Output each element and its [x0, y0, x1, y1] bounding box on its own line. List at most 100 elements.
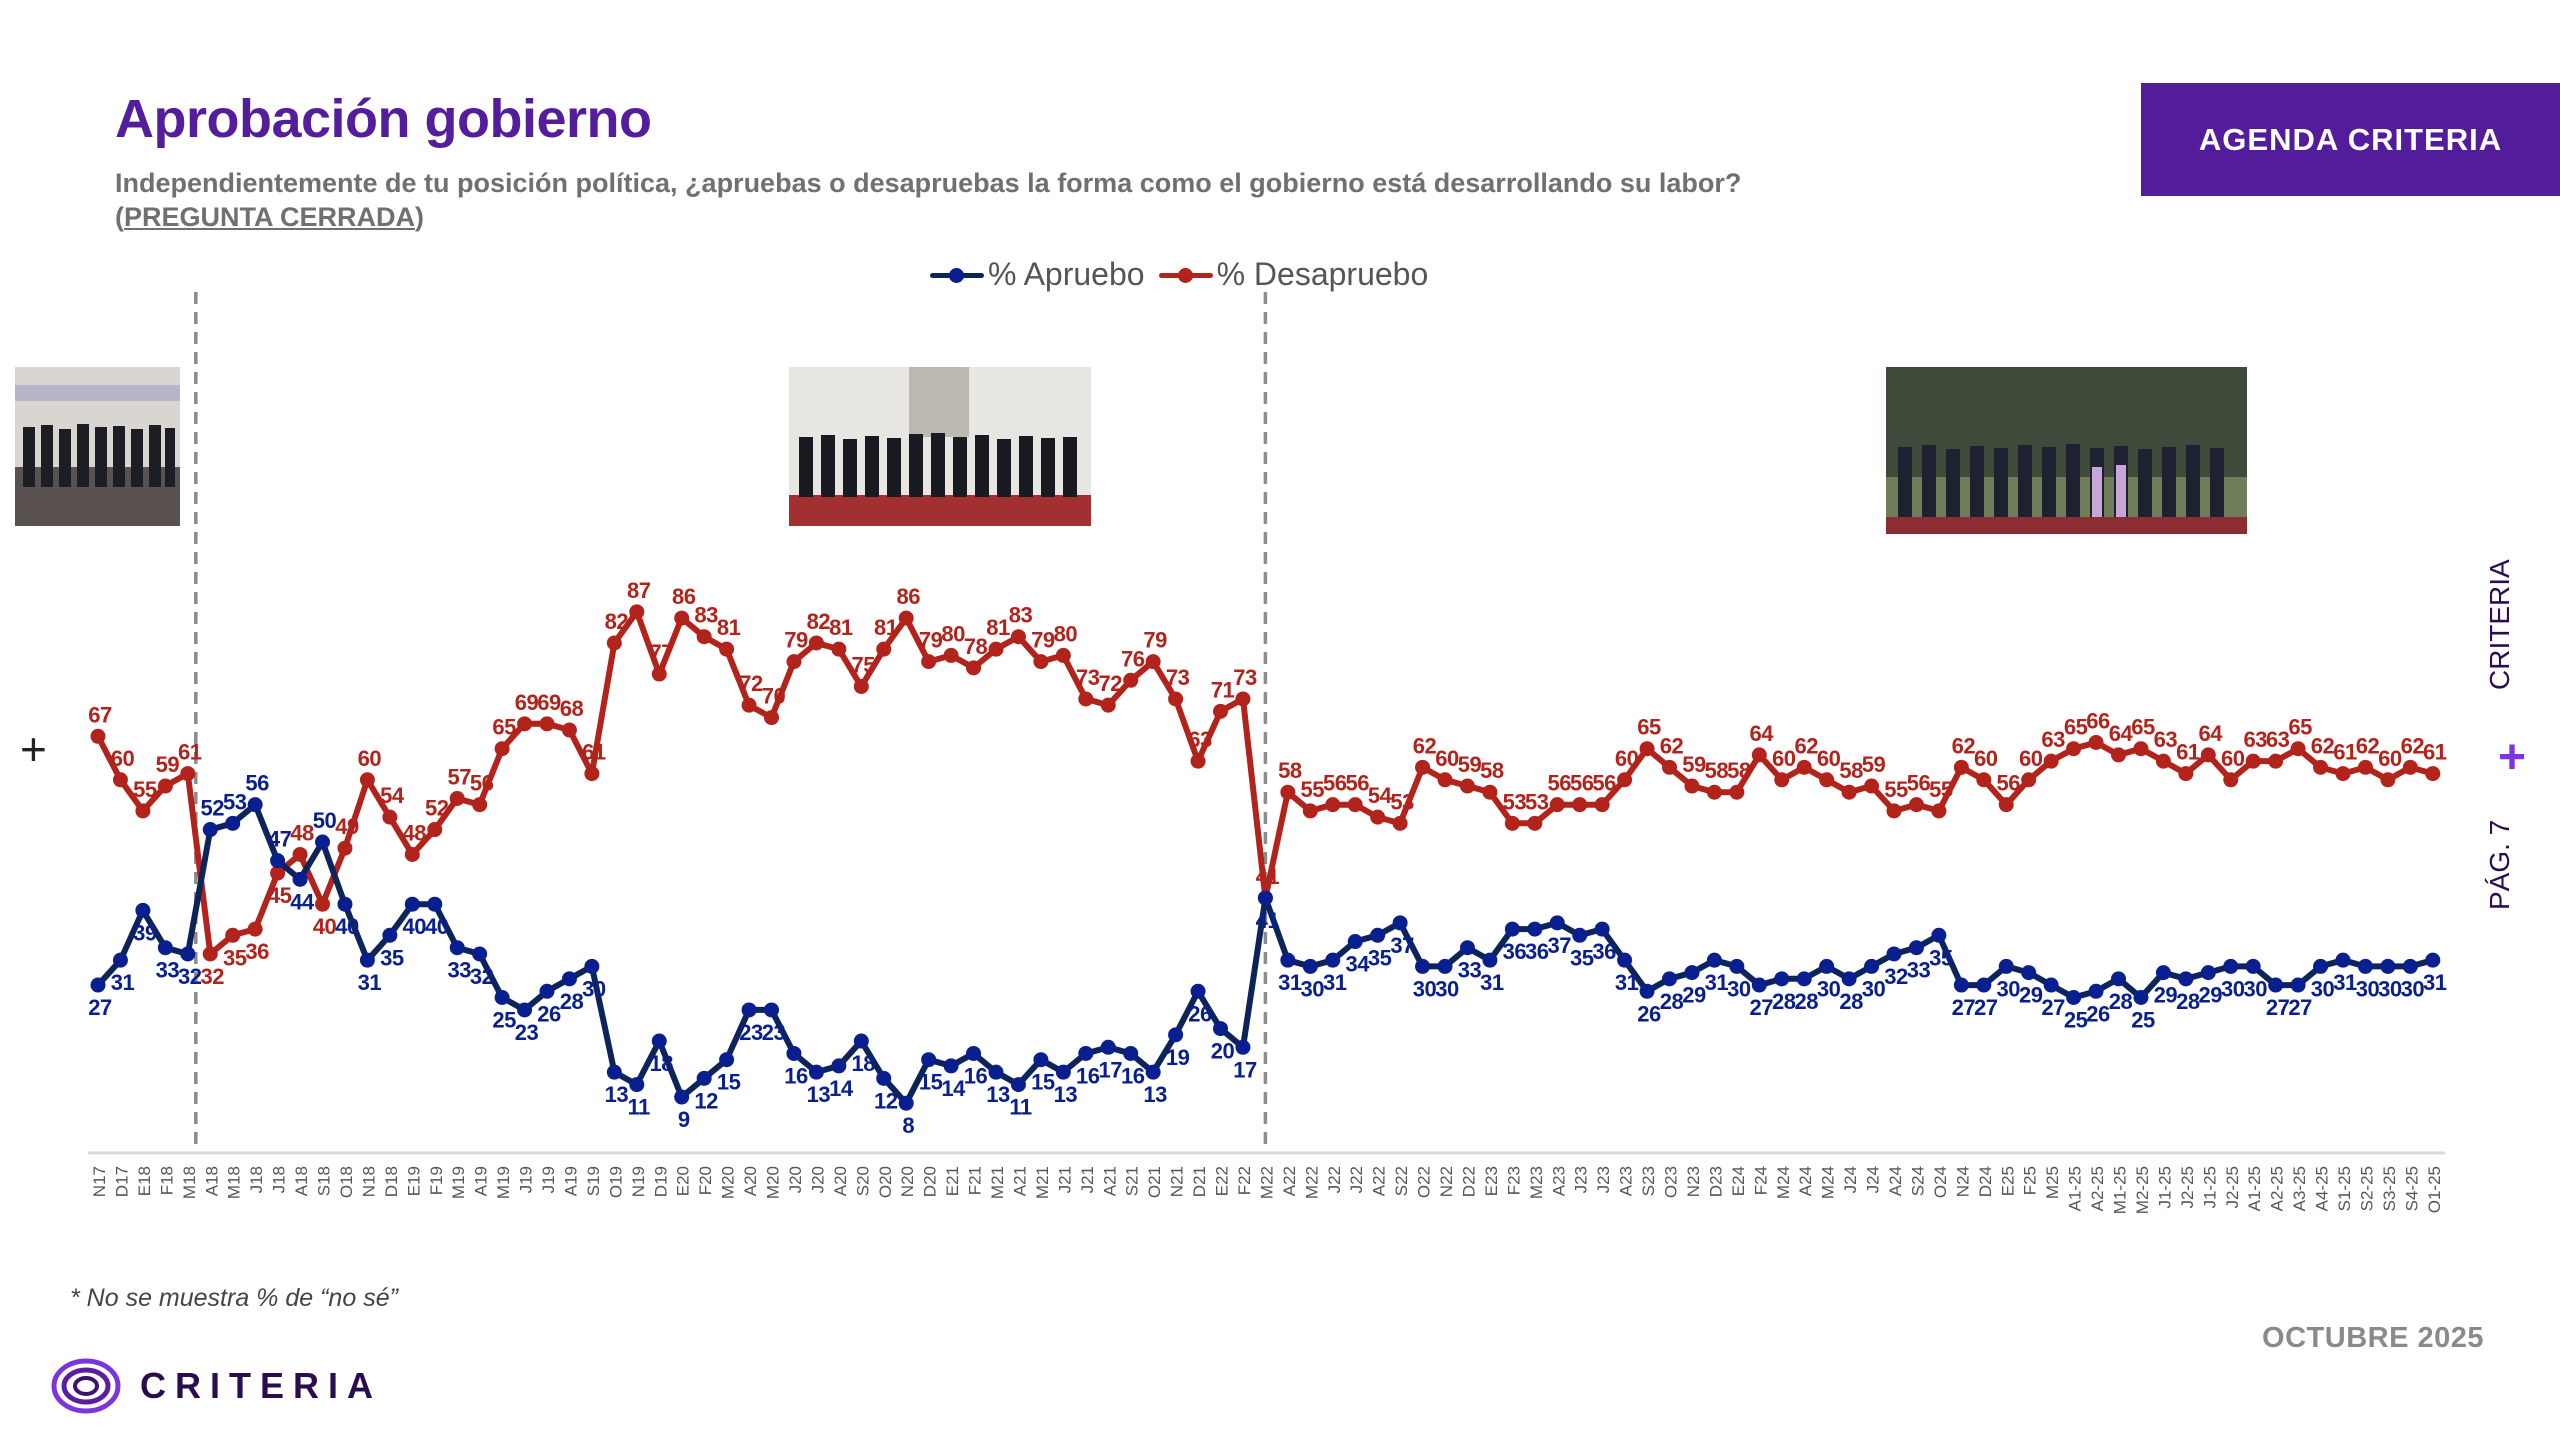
x-tick-label: M24	[1819, 1166, 1838, 1199]
data-point-apruebo	[1459, 940, 1475, 956]
data-point-desapruebo	[1662, 759, 1677, 775]
data-label-apruebo: 30	[582, 976, 606, 1001]
x-tick-label: O21	[1145, 1166, 1164, 1198]
data-point-apruebo	[202, 822, 218, 838]
data-point-apruebo	[921, 1052, 937, 1068]
data-label-apruebo: 12	[694, 1088, 718, 1113]
data-label-desapruebo: 62	[2311, 733, 2335, 758]
data-label-desapruebo: 48	[403, 820, 427, 845]
cabinet-photo-boric	[1886, 367, 2247, 534]
data-point-apruebo	[831, 1058, 847, 1074]
data-label-apruebo: 36	[1525, 939, 1549, 964]
data-point-apruebo	[472, 946, 488, 962]
x-tick-label: N24	[1953, 1166, 1972, 1197]
data-label-desapruebo: 72	[739, 671, 763, 696]
data-point-apruebo	[2313, 958, 2329, 974]
data-label-desapruebo: 65	[1637, 715, 1661, 740]
data-label-desapruebo: 81	[986, 615, 1010, 640]
data-point-apruebo	[1078, 1045, 1094, 1061]
data-point-desapruebo	[2111, 747, 2126, 763]
data-label-apruebo: 40	[425, 914, 449, 939]
data-label-desapruebo: 55	[133, 777, 157, 802]
data-point-desapruebo	[1235, 691, 1251, 707]
data-label-apruebo: 30	[1727, 976, 1751, 1001]
data-label-desapruebo: 67	[88, 702, 112, 727]
data-point-desapruebo	[1504, 815, 1520, 831]
data-point-desapruebo	[1864, 778, 1880, 794]
data-label-apruebo: 34	[1345, 952, 1370, 977]
data-label-desapruebo: 69	[537, 690, 561, 715]
data-label-desapruebo: 56	[1592, 771, 1616, 796]
data-label-apruebo: 18	[852, 1051, 876, 1076]
data-point-apruebo	[1482, 952, 1498, 968]
x-tick-label: D21	[1190, 1166, 1209, 1197]
data-label-apruebo: 15	[1031, 1070, 1055, 1095]
data-point-desapruebo	[808, 635, 824, 651]
legend-label-desapruebo: % Desapruebo	[1216, 256, 1429, 292]
data-point-apruebo	[1617, 952, 1633, 968]
data-label-desapruebo: 81	[717, 615, 741, 640]
x-tick-label: S19	[584, 1166, 603, 1196]
data-label-apruebo: 30	[1862, 976, 1886, 1001]
data-label-apruebo: 33	[1907, 958, 1931, 983]
data-point-apruebo	[270, 853, 286, 869]
data-label-desapruebo: 65	[2288, 715, 2312, 740]
x-tick-label: D24	[1976, 1166, 1995, 1197]
data-point-desapruebo	[1100, 697, 1116, 713]
x-tick-label: M18	[180, 1166, 199, 1199]
x-tick-label: S22	[1392, 1166, 1411, 1196]
data-point-desapruebo	[1706, 784, 1722, 800]
x-tick-label: E22	[1213, 1166, 1232, 1196]
data-label-desapruebo: 48	[290, 820, 314, 845]
data-point-desapruebo	[988, 641, 1004, 657]
data-label-desapruebo: 56	[1548, 771, 1572, 796]
data-point-desapruebo	[1055, 647, 1071, 663]
data-label-desapruebo: 81	[874, 615, 898, 640]
x-tick-label: E24	[1729, 1166, 1748, 1196]
x-tick-label: D19	[651, 1166, 670, 1197]
x-tick-label: A22	[1280, 1166, 1299, 1196]
data-label-apruebo: 30	[2356, 976, 2380, 1001]
data-label-desapruebo: 60	[1974, 746, 1998, 771]
data-point-apruebo	[2111, 971, 2126, 987]
data-label-apruebo: 11	[628, 1095, 651, 1120]
x-tick-label: N20	[898, 1166, 917, 1197]
data-label-desapruebo: 56	[1907, 771, 1931, 796]
data-label-desapruebo: 82	[807, 609, 831, 634]
data-label-desapruebo: 83	[1009, 603, 1033, 628]
data-label-apruebo: 28	[2109, 989, 2133, 1014]
legend-label-apruebo: % Apruebo	[988, 256, 1145, 292]
data-label-apruebo: 27	[1750, 995, 1774, 1020]
data-label-desapruebo: 60	[2221, 746, 2245, 771]
data-label-desapruebo: 53	[1390, 789, 1414, 814]
data-point-apruebo	[2380, 958, 2396, 974]
x-tick-label: F23	[1504, 1166, 1523, 1195]
data-label-apruebo: 28	[2176, 989, 2200, 1014]
data-label-desapruebo: 55	[1301, 777, 1325, 802]
data-label-desapruebo: 56	[1323, 771, 1347, 796]
data-point-apruebo	[1572, 927, 1588, 943]
x-tick-label: D22	[1459, 1166, 1478, 1197]
x-tick-label: A20	[741, 1166, 760, 1196]
data-point-desapruebo	[1325, 797, 1341, 813]
data-label-apruebo: 31	[1480, 970, 1504, 995]
question-type-link[interactable]: PREGUNTA CERRADA	[124, 202, 416, 232]
data-point-apruebo	[1662, 971, 1677, 987]
x-tick-label: N22	[1437, 1166, 1456, 1197]
data-point-desapruebo	[382, 809, 398, 825]
data-label-apruebo: 31	[111, 970, 135, 995]
data-point-apruebo	[2245, 958, 2261, 974]
data-label-apruebo: 31	[1278, 970, 1302, 995]
data-label-desapruebo: 83	[694, 603, 718, 628]
data-point-apruebo	[337, 896, 353, 912]
x-tick-label: S3-25	[2380, 1166, 2399, 1211]
data-point-apruebo	[449, 940, 465, 956]
data-label-desapruebo: 54	[380, 783, 405, 808]
data-label-desapruebo: 56	[470, 771, 494, 796]
data-label-apruebo: 27	[2266, 995, 2290, 1020]
logo-text: CRITERIA	[140, 1365, 382, 1406]
data-label-desapruebo: 63	[1188, 727, 1212, 752]
x-tick-label: M24	[1774, 1166, 1793, 1199]
data-point-desapruebo	[1437, 772, 1453, 788]
